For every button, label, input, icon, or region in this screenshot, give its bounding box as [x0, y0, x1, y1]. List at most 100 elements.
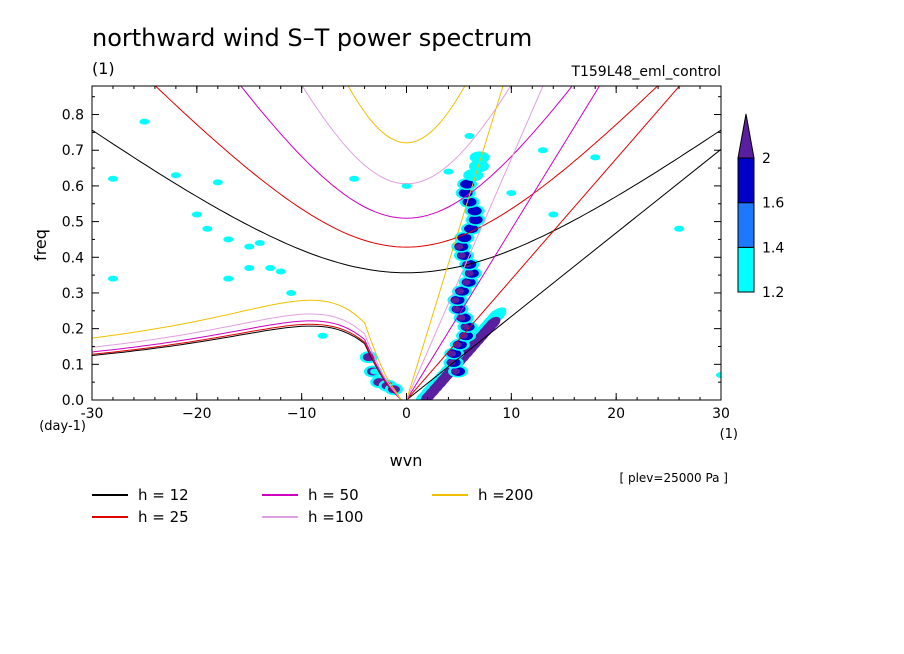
power-blob	[349, 175, 360, 182]
power-blob	[244, 264, 255, 271]
y-tick-label: 0.7	[62, 143, 84, 159]
gravity-wave-curve	[301, 86, 512, 185]
colorbar: 1.2 1.4 1.6 2	[737, 113, 784, 301]
power-blob	[223, 275, 234, 282]
power-blob	[451, 368, 460, 375]
legend-label: h = 50	[308, 486, 359, 504]
power-blob	[459, 332, 468, 339]
legend-label: h =200	[478, 486, 533, 504]
y-tick-label: 0.3	[62, 286, 84, 302]
y-units-label: (day-1)	[39, 419, 86, 434]
power-blob	[537, 147, 548, 154]
run-label: T159L48_eml_control	[570, 64, 721, 80]
power-blob	[716, 372, 721, 379]
legend-label: h = 12	[138, 486, 189, 504]
kelvin-line	[406, 86, 601, 400]
power-blob	[674, 225, 685, 232]
power-blob	[465, 270, 474, 277]
power-blob	[170, 172, 181, 179]
power-blob	[460, 179, 475, 189]
colorbar-arrow	[737, 113, 755, 159]
power-blob	[455, 288, 464, 295]
x-units-label: (1)	[720, 427, 738, 442]
power-blob	[464, 224, 479, 234]
power-blob	[469, 151, 490, 164]
legend: h = 12 h = 25 h = 50 h =100 h =200	[92, 486, 533, 526]
x-tick-label: -30	[81, 406, 104, 422]
power-blob	[244, 243, 255, 250]
rossby-curve	[92, 323, 407, 400]
gravity-wave-curve	[240, 86, 573, 219]
power-blob	[443, 168, 454, 175]
colorbar-segment	[737, 157, 755, 204]
power-blob	[447, 359, 456, 366]
y-tick-label: 0.6	[62, 179, 84, 195]
power-blob	[451, 297, 460, 304]
power-blob	[467, 206, 482, 216]
power-blob	[506, 190, 517, 197]
y-tick-label: 0.5	[62, 215, 84, 231]
colorbar-label: 1.6	[762, 196, 784, 212]
power-blob	[202, 225, 213, 232]
legend-label: h =100	[308, 508, 363, 526]
y-tick-label: 0.1	[62, 357, 84, 373]
power-blob	[223, 236, 234, 243]
gravity-wave-curve	[154, 86, 659, 248]
rossby-curve	[92, 299, 407, 400]
power-blob	[286, 289, 297, 296]
colorbar-label: 1.2	[762, 285, 784, 301]
power-blob	[401, 182, 412, 189]
x-tick-label: −20	[182, 406, 212, 422]
power-blob	[265, 264, 276, 271]
colorbar-segment	[737, 202, 755, 248]
rossby-curve	[92, 325, 407, 400]
kelvin-line	[406, 148, 721, 400]
kelvin-line	[406, 86, 544, 400]
power-blob	[107, 175, 118, 182]
chart-units: (1)	[92, 59, 115, 78]
power-blob	[462, 197, 477, 207]
power-blob	[139, 118, 150, 125]
gravity-wave-curve	[347, 86, 466, 144]
plot-frame	[91, 85, 722, 401]
power-blob	[317, 332, 328, 339]
colorbar-label: 2	[762, 151, 771, 167]
power-blob	[254, 240, 265, 246]
kelvin-line	[406, 86, 681, 400]
power-blob	[107, 275, 118, 282]
y-tick-label: 0.2	[62, 322, 84, 338]
power-blob	[455, 243, 464, 250]
power-blob	[461, 323, 470, 330]
chart-title: northward wind S–T power spectrum	[92, 24, 532, 52]
power-blob	[448, 350, 457, 357]
level-note: [ plev=25000 Pa ]	[619, 471, 728, 485]
x-tick-label: 0	[402, 406, 411, 422]
gravity-wave-curve	[92, 129, 721, 274]
power-blob	[548, 211, 559, 218]
power-blob	[464, 132, 475, 139]
power-blob	[462, 279, 471, 286]
power-blob	[457, 314, 466, 321]
colorbar-segment	[737, 246, 755, 293]
power-blob	[457, 252, 466, 259]
power-blob	[484, 316, 501, 331]
x-tick-label: −10	[287, 406, 317, 422]
power-blob	[275, 268, 286, 275]
y-tick-label: 0.4	[62, 250, 84, 266]
dispersion-curves	[92, 86, 721, 400]
x-axis-label: wvn	[390, 451, 423, 470]
legend-label: h = 25	[138, 508, 189, 526]
x-tick-label: 20	[607, 406, 625, 422]
axes: -30 −20 −10 0 10 20 30 0.0 0.1 0.2 0.3 0.4 0.5 0.6 0.7…	[62, 86, 730, 422]
x-tick-label: 10	[502, 406, 520, 422]
power-blob	[468, 215, 483, 225]
y-tick-label: 0.8	[62, 108, 84, 124]
y-axis-label: freq	[31, 229, 50, 261]
power-blob	[191, 211, 202, 218]
rossby-curve	[92, 313, 407, 400]
y-tick-label: 0.0	[62, 393, 84, 409]
colorbar-label: 1.4	[762, 240, 784, 256]
power-blob	[468, 160, 489, 173]
power-blob	[590, 154, 601, 161]
